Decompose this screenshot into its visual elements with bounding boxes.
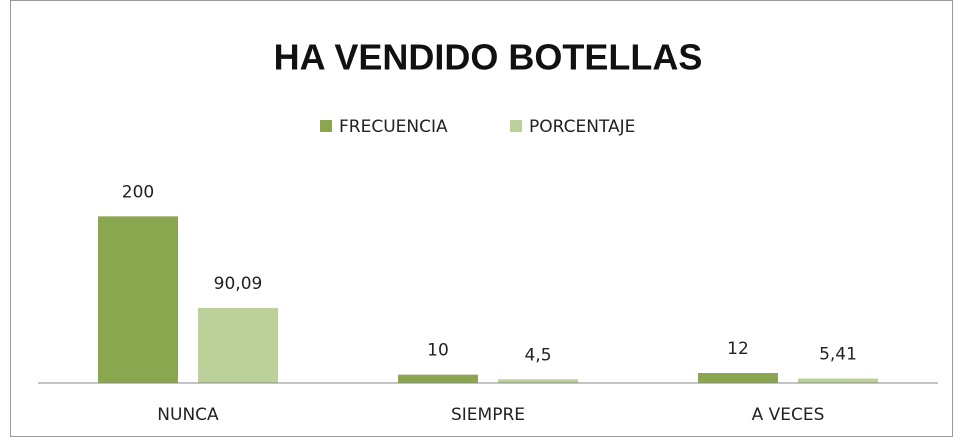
chart-title: HA VENDIDO BOTELLAS (274, 37, 703, 78)
bar (198, 307, 278, 383)
bar (798, 378, 878, 383)
data-label: 90,09 (214, 274, 263, 294)
bar (398, 374, 478, 383)
data-label: 200 (122, 182, 154, 202)
bar (98, 216, 178, 383)
data-label: 10 (427, 341, 449, 361)
data-label: 4,5 (524, 345, 551, 365)
data-label: 12 (727, 339, 749, 359)
legend-swatch (320, 120, 332, 132)
bar (498, 379, 578, 383)
legend-label: PORCENTAJE (529, 117, 635, 137)
bar (698, 373, 778, 383)
x-tick-label: SIEMPRE (451, 405, 525, 425)
legend-swatch (510, 120, 522, 132)
data-label: 5,41 (819, 344, 857, 364)
x-tick-label: NUNCA (157, 405, 219, 425)
legend-label: FRECUENCIA (339, 117, 448, 137)
x-tick-label: A VECES (752, 405, 825, 425)
